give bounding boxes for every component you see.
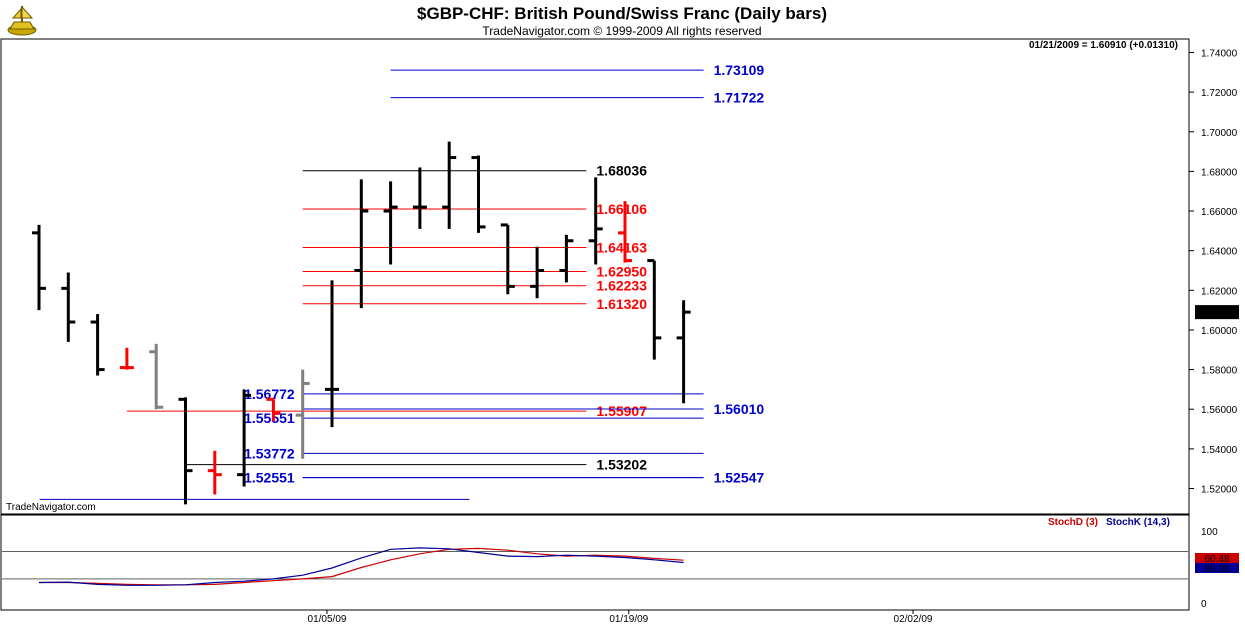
price-tick-label: 1.62000 (1201, 286, 1238, 297)
current-price-box (1195, 305, 1239, 320)
price-tick-label: 1.52000 (1201, 485, 1238, 496)
price-tick-label: 1.72000 (1201, 88, 1238, 99)
price-tick-label: 1.68000 (1201, 167, 1238, 178)
level-label: 1.55907 (596, 403, 647, 419)
level-label: 1.62950 (596, 263, 647, 279)
price-panel (0, 38, 1190, 515)
ship-wheel-logo-icon (7, 5, 37, 36)
stoch-d-value-box (1195, 553, 1239, 563)
level-label: 1.53202 (596, 457, 647, 473)
stoch-k-value-box (1195, 563, 1239, 573)
level-label: 1.56010 (714, 401, 765, 417)
level-label: 1.56772 (244, 386, 295, 402)
level-label: 1.55551 (244, 410, 295, 426)
stoch-tick-label: 100 (1201, 527, 1218, 538)
level-label: 1.62233 (596, 278, 647, 294)
watermark: TradeNavigator.com (6, 502, 96, 513)
price-tick-label: 1.56000 (1201, 405, 1238, 416)
status-readout: 01/21/2009 = 1.60910 (+0.01310) (1029, 40, 1178, 51)
price-tick-label: 1.66000 (1201, 207, 1238, 218)
chart-title: $GBP-CHF: British Pound/Swiss Franc (Dai… (417, 4, 827, 23)
level-label: 1.52551 (244, 470, 295, 486)
price-tick-label: 1.64000 (1201, 247, 1238, 258)
level-label: 1.61320 (596, 296, 647, 312)
level-label: 1.66106 (596, 201, 647, 217)
price-tick-label: 1.70000 (1201, 128, 1238, 139)
date-tick-label: 02/02/09 (894, 614, 933, 625)
level-label: 1.53772 (244, 445, 295, 461)
legend-stoch-d: StochD (3) (1048, 517, 1098, 528)
stoch-d-value: 60.48 (1204, 554, 1229, 565)
stoch-tick-label: 0 (1201, 599, 1207, 610)
price-tick-label: 1.60000 (1201, 326, 1238, 337)
stochastic-panel (0, 514, 1190, 611)
level-label: 1.52547 (714, 470, 765, 486)
price-tick-label: 1.74000 (1201, 49, 1238, 60)
price-tick-label: 1.58000 (1201, 366, 1238, 377)
date-tick-label: 01/19/09 (609, 614, 648, 625)
legend-stoch-k: StochK (14,3) (1106, 517, 1170, 528)
date-tick-label: 01/05/09 (308, 614, 347, 625)
stoch-line (38, 547, 684, 586)
chart-subtitle: TradeNavigator.com © 1999-2009 All right… (482, 24, 761, 38)
level-label: 1.73109 (714, 62, 765, 78)
stoch-k-value: 56.06 (1204, 564, 1229, 575)
price-tick-label: 1.54000 (1201, 445, 1238, 456)
level-label: 1.71722 (714, 90, 765, 106)
current-price-label: 1.60910 (1199, 308, 1236, 319)
level-label: 1.68036 (596, 163, 647, 179)
level-label: 1.64163 (596, 239, 647, 255)
